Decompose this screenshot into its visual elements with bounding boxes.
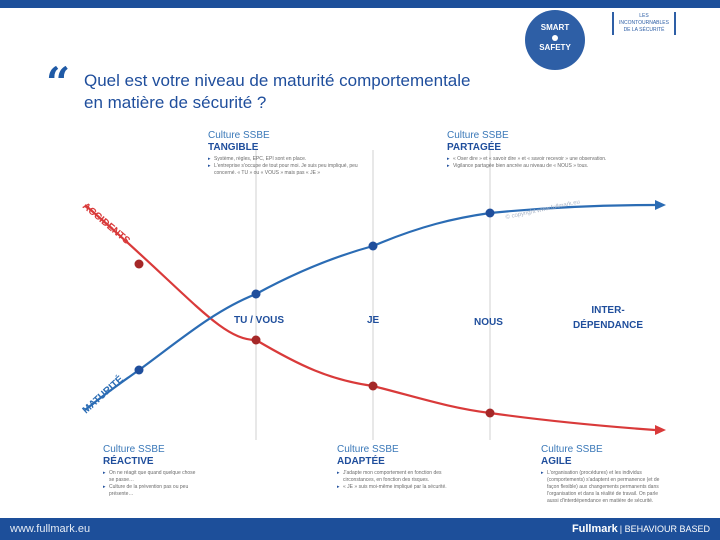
culture-tangible-line1: Culture SSBE [208, 130, 270, 141]
question-line2: en matière de sécurité ? [84, 93, 267, 112]
footer-bar: www.fullmark.eu Fullmark | BEHAVIOUR BASE… [0, 518, 720, 540]
footer-brand-tagline: | BEHAVIOUR BASED [619, 524, 710, 534]
maturity-curve [84, 203, 656, 411]
culture-adaptee-bullet-1: J'adapte mon comportement en fonction de… [337, 470, 467, 484]
quote-mark-icon: “ [46, 58, 71, 107]
stage-nous-label: NOUS [474, 317, 503, 328]
culture-tangible: Culture SSBE TANGIBLE Système, règles, E… [208, 130, 368, 177]
brand-logo-line1: LES INCONTOURNABLES [619, 13, 669, 26]
culture-partagee-bullet-2: Vigilance partagée bien ancrée au niveau… [447, 163, 607, 170]
badge-line-safety: SAFETY [539, 43, 571, 52]
accidents-curve [84, 204, 656, 432]
accidents-point-1 [134, 259, 144, 269]
culture-partagee: Culture SSBE PARTAGÉE « Oser dire » et «… [447, 130, 607, 170]
stage-interdependance-line1: INTER- [591, 305, 624, 316]
top-bar [0, 0, 720, 8]
accidents-label: ACCIDENTS [80, 201, 132, 247]
question-title: Quel est votre niveau de maturité compor… [84, 70, 470, 114]
brand-logo-line2: DE LA SÉCURITÉ [623, 27, 665, 33]
culture-adaptee-bullet-2: « JE » suis moi-même impliqué par la séc… [337, 484, 467, 491]
culture-partagee-line1: Culture SSBE [447, 130, 509, 141]
maturity-point-4 [485, 208, 495, 218]
culture-reactive-line1: Culture SSBE [103, 444, 165, 455]
badge-line-smart: SMART [540, 23, 570, 32]
question-line1: Quel est votre niveau de maturité compor… [84, 71, 471, 90]
stage-je-label: JE [367, 315, 380, 326]
stage-tu-vous-label: TU / VOUS [234, 315, 284, 326]
accidents-point-2 [251, 335, 261, 345]
culture-agile-bullet-1: L'organisation (procédures) et les indiv… [541, 470, 671, 505]
stage-interdependance-line2: DÉPENDANCE [573, 318, 643, 331]
culture-agile-line2: AGILE [541, 456, 572, 467]
culture-partagee-line2: PARTAGÉE [447, 142, 502, 153]
culture-tangible-line2: TANGIBLE [208, 142, 259, 153]
culture-agile-line1: Culture SSBE [541, 444, 603, 455]
culture-reactive-line2: RÉACTIVE [103, 456, 154, 467]
brand-logo-top: LES INCONTOURNABLES DE LA SÉCURITÉ [612, 12, 676, 35]
accidents-arrowhead-icon [655, 425, 666, 435]
accidents-point-4 [485, 408, 495, 418]
footer-brand-name: Fullmark [571, 523, 618, 535]
maturity-label: MATURITÉ [79, 372, 126, 416]
culture-adaptee: Culture SSBE ADAPTÉE J'adapte mon compor… [337, 444, 467, 491]
culture-agile: Culture SSBE AGILE L'organisation (procé… [541, 444, 671, 505]
accidents-point-3 [368, 381, 378, 391]
culture-adaptee-line1: Culture SSBE [337, 444, 399, 455]
culture-partagee-bullet-1: « Oser dire » et « savoir dire » et « sa… [447, 156, 607, 163]
footer-url-link[interactable]: www.fullmark.eu [10, 523, 91, 535]
maturity-arrowhead-icon [655, 200, 666, 210]
smart-safety-badge: SMART SAFETY [525, 10, 585, 70]
badge-dot-icon [552, 35, 558, 41]
culture-tangible-bullet-1: Système, règles, EPC, EPI sont en place. [208, 156, 368, 163]
footer-brand: Fullmark | BEHAVIOUR BASED [572, 523, 710, 535]
culture-reactive-bullet-1: On ne réagit que quand quelque chose se … [103, 470, 198, 484]
maturity-point-2 [251, 289, 261, 299]
culture-adaptee-line2: ADAPTÉE [337, 456, 385, 467]
maturity-point-1 [134, 365, 144, 375]
maturity-point-3 [368, 241, 378, 251]
culture-reactive: Culture SSBE RÉACTIVE On ne réagit que q… [103, 444, 198, 498]
culture-tangible-bullet-2: L'entreprise s'occupe de tout pour moi. … [208, 163, 368, 177]
culture-reactive-bullet-2: Culture de la prévention pas ou peu prés… [103, 484, 198, 498]
